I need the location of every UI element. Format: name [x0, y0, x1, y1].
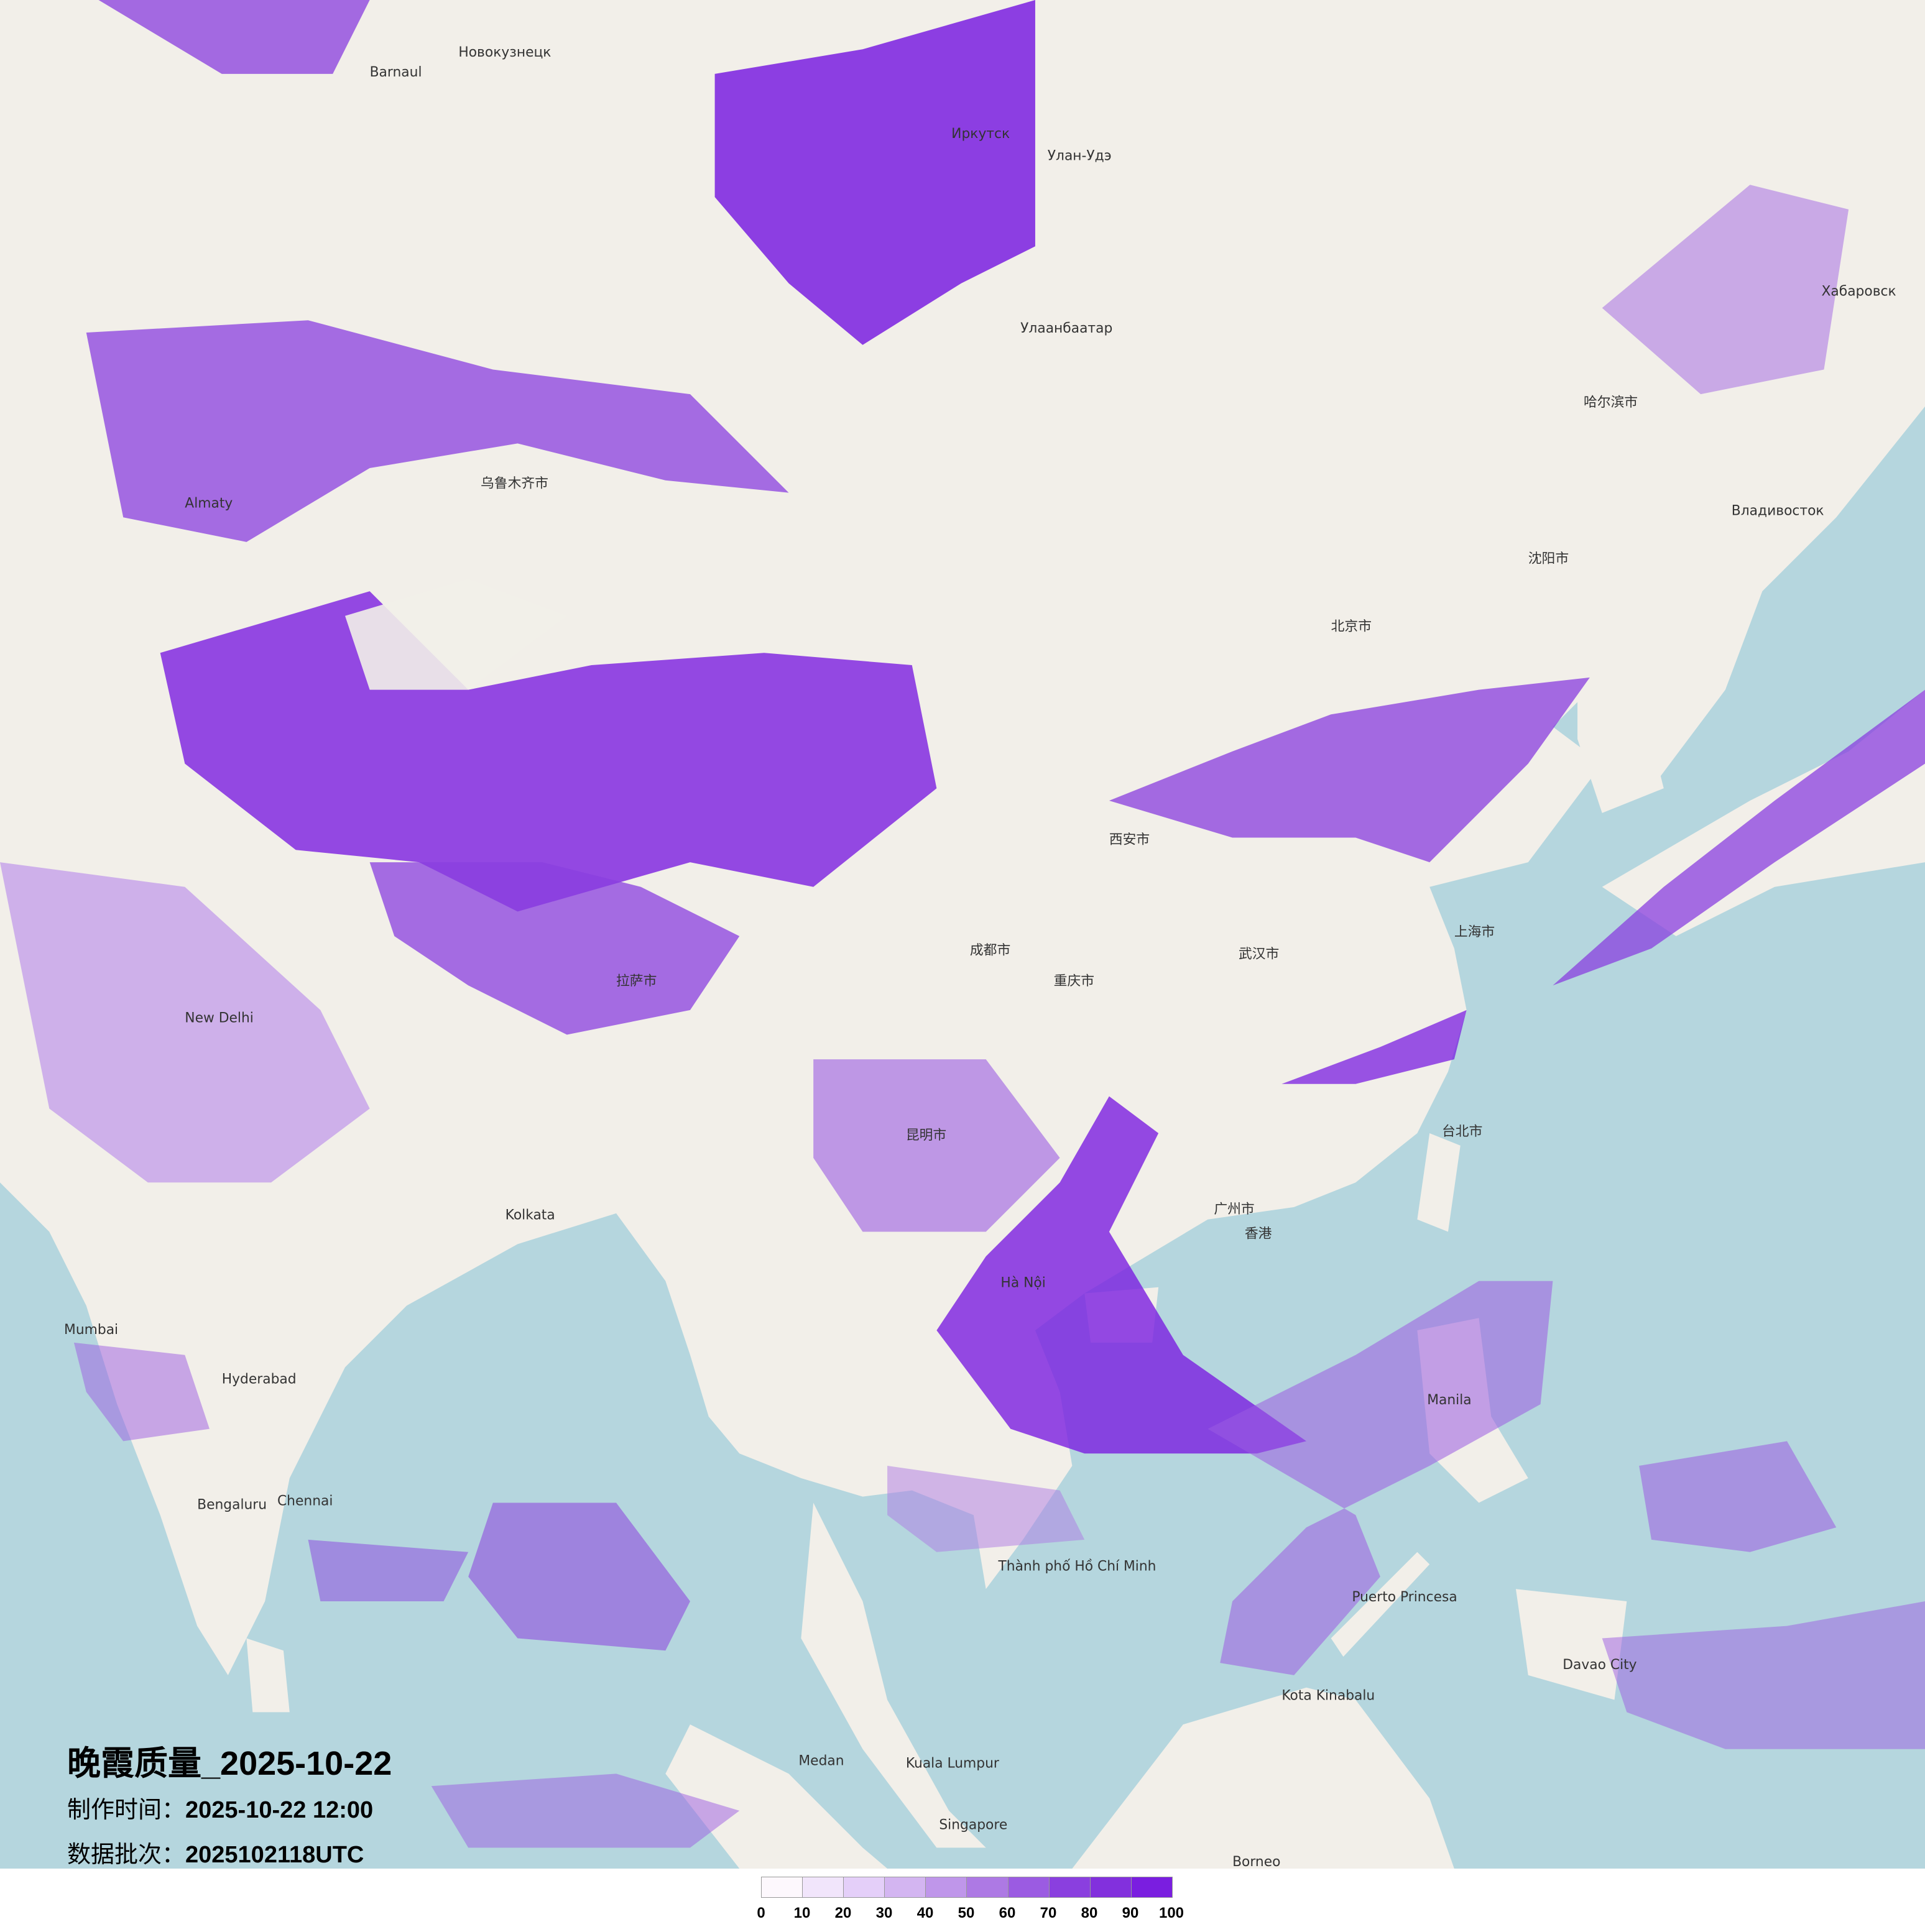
legend-tick-label: 30	[875, 1905, 893, 1921]
svg-text:哈尔滨市: 哈尔滨市	[1584, 395, 1638, 410]
color-legend	[761, 1877, 1173, 1898]
data-batch-label: 数据批次：	[67, 1842, 186, 1868]
svg-text:Улан-Удэ: Улан-Удэ	[1048, 149, 1112, 164]
legend-swatch	[1008, 1877, 1050, 1897]
svg-text:乌鲁木齐市: 乌鲁木齐市	[481, 476, 548, 492]
legend-tick-label: 40	[916, 1905, 934, 1921]
production-time: 制作时间：2025-10-22 12:00	[67, 1790, 373, 1824]
legend-tick-label: 0	[757, 1905, 765, 1921]
svg-text:拉萨市: 拉萨市	[616, 973, 657, 989]
svg-text:Singapore: Singapore	[939, 1818, 1007, 1833]
legend-swatch	[1049, 1877, 1091, 1897]
svg-text:New Delhi: New Delhi	[185, 1011, 254, 1026]
svg-text:Hyderabad: Hyderabad	[222, 1371, 297, 1387]
svg-text:Puerto Princesa: Puerto Princesa	[1352, 1589, 1457, 1605]
svg-text:香港: 香港	[1245, 1226, 1272, 1241]
legend-tick-label: 20	[834, 1905, 852, 1921]
svg-text:Chennai: Chennai	[277, 1493, 333, 1509]
svg-text:Hà Nội: Hà Nội	[1000, 1276, 1045, 1291]
legend-swatch	[844, 1877, 885, 1897]
legend-swatch	[803, 1877, 844, 1897]
svg-text:Barnaul: Barnaul	[370, 65, 422, 80]
svg-text:Новокузнецк: Новокузнецк	[458, 45, 551, 60]
svg-text:Manila: Manila	[1427, 1392, 1471, 1408]
legend-tick-label: 50	[958, 1905, 975, 1921]
legend-swatch	[762, 1877, 803, 1897]
svg-text:重庆市: 重庆市	[1054, 973, 1094, 989]
svg-text:Иркутск: Иркутск	[951, 126, 1010, 142]
svg-text:Хабаровск: Хабаровск	[1822, 284, 1896, 300]
legend-tick-label: 90	[1122, 1905, 1139, 1921]
legend-swatch	[1090, 1877, 1132, 1897]
map[interactable]: Barnaul Новокузнецк Иркутск Улан-Удэ Ула…	[0, 0, 1925, 1869]
production-time-label: 制作时间：	[67, 1797, 186, 1823]
sunset-quality-overlay	[0, 0, 1925, 1848]
svg-text:Mumbai: Mumbai	[64, 1322, 118, 1338]
legend-tick-label: 100	[1158, 1905, 1184, 1921]
svg-text:Almaty: Almaty	[185, 495, 233, 511]
legend-swatch	[1131, 1877, 1172, 1897]
legend-ticks: 0 10 20 30 40 50 60 70 80 90 100	[746, 1905, 1194, 1923]
svg-text:广州市: 广州市	[1214, 1202, 1254, 1217]
legend-swatch	[926, 1877, 967, 1897]
svg-text:Borneo: Borneo	[1232, 1854, 1280, 1869]
legend-swatch	[885, 1877, 926, 1897]
svg-text:台北市: 台北市	[1442, 1124, 1482, 1139]
legend-tick-label: 10	[793, 1905, 811, 1921]
map-title: 晚霞质量_2025-10-22	[67, 1745, 392, 1782]
svg-text:武汉市: 武汉市	[1239, 947, 1279, 962]
data-batch-value: 2025102118UTC	[185, 1842, 364, 1868]
legend-tick-label: 70	[1040, 1905, 1057, 1921]
legend-tick-label: 60	[999, 1905, 1016, 1921]
production-time-value: 2025-10-22 12:00	[185, 1797, 374, 1823]
svg-text:Улаанбаатар: Улаанбаатар	[1020, 321, 1112, 336]
svg-text:西安市: 西安市	[1109, 832, 1150, 847]
svg-text:Medan: Medan	[798, 1754, 844, 1769]
svg-text:Bengaluru: Bengaluru	[197, 1497, 267, 1512]
svg-text:Davao City: Davao City	[1563, 1657, 1636, 1673]
svg-text:Владивосток: Владивосток	[1732, 503, 1824, 518]
svg-text:成都市: 成都市	[970, 943, 1010, 959]
svg-text:沈阳市: 沈阳市	[1528, 551, 1569, 567]
svg-text:北京市: 北京市	[1331, 619, 1372, 635]
data-batch: 数据批次：2025102118UTC	[67, 1835, 364, 1869]
legend-swatch	[967, 1877, 1009, 1897]
svg-text:Kuala Lumpur: Kuala Lumpur	[906, 1756, 999, 1772]
svg-text:Kota Kinabalu: Kota Kinabalu	[1281, 1688, 1375, 1704]
svg-text:Thành phố Hồ Chí Minh: Thành phố Hồ Chí Minh	[997, 1558, 1156, 1574]
sea	[0, 406, 1925, 1869]
legend-tick-label: 80	[1081, 1905, 1098, 1921]
place-labels: Barnaul Новокузнецк Иркутск Улан-Удэ Ула…	[64, 45, 1896, 1869]
svg-text:Kolkata: Kolkata	[505, 1208, 555, 1223]
svg-text:上海市: 上海市	[1454, 924, 1495, 940]
svg-text:昆明市: 昆明市	[906, 1128, 946, 1143]
